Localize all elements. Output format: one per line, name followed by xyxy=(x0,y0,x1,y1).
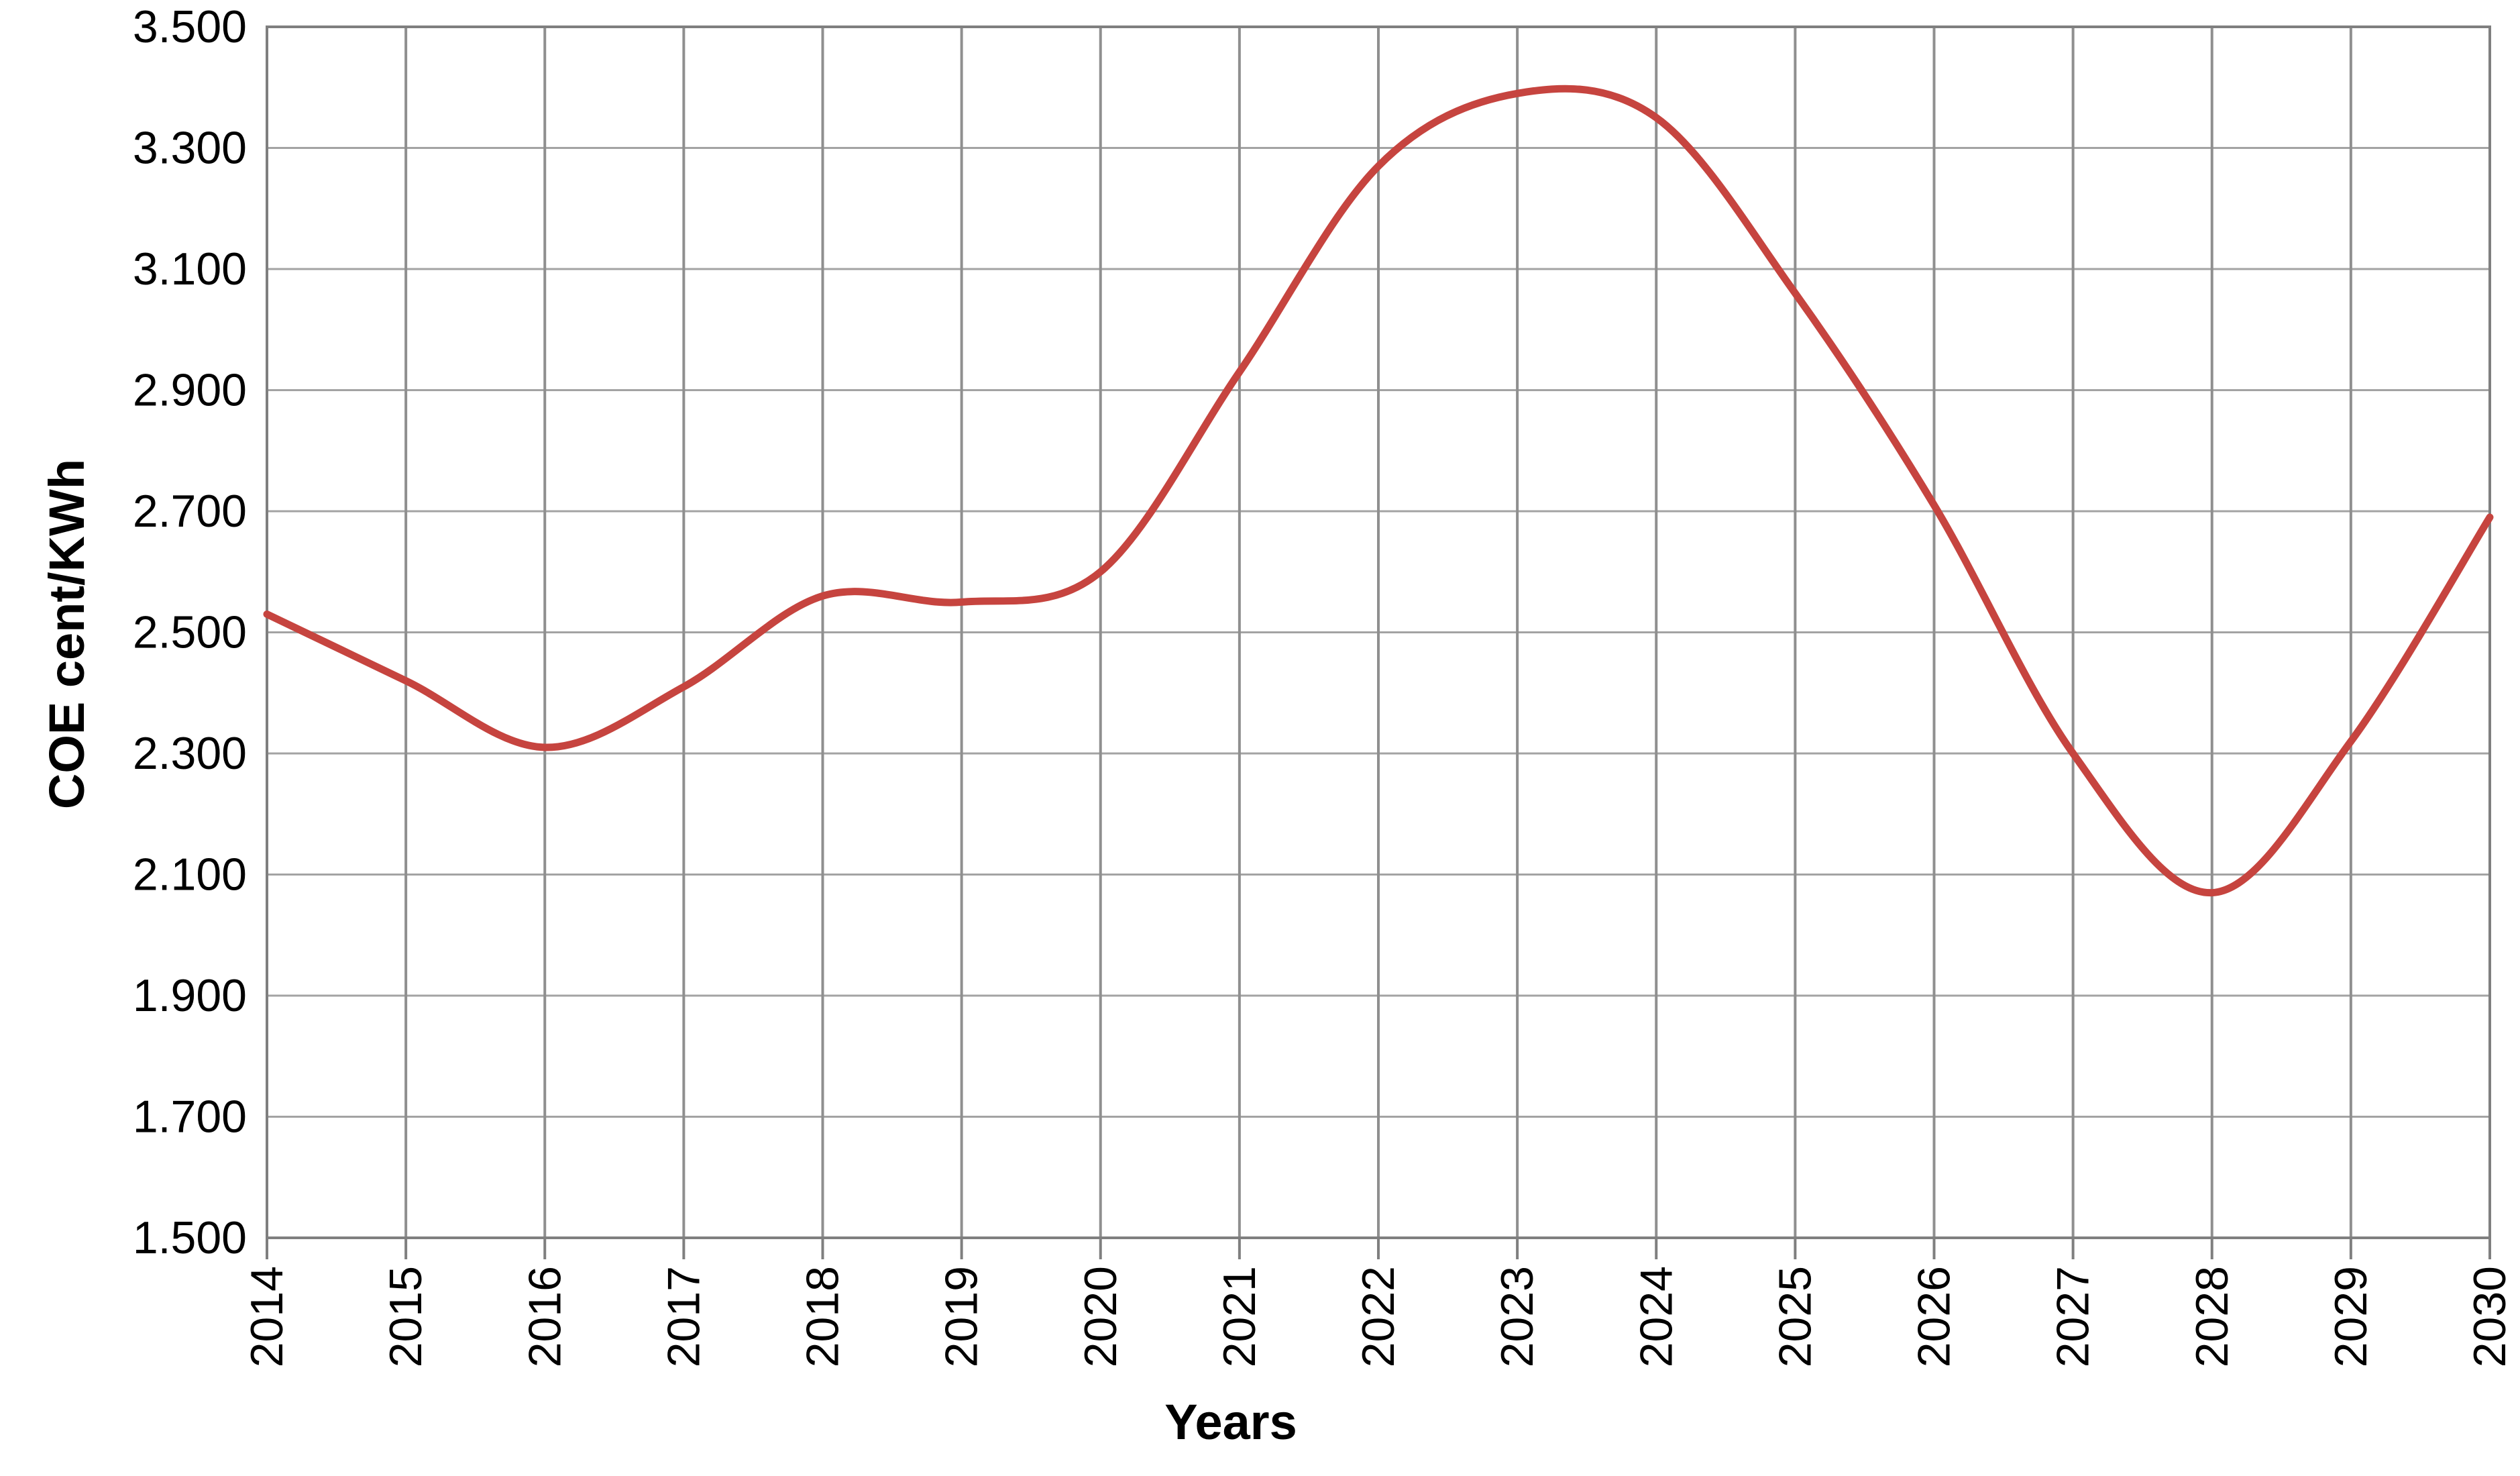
x-tick-label: 2019 xyxy=(936,1266,987,1367)
axis-tick-labels: 1.500 1.700 1.900 2.100 2.300 2.500 2.700 2.900… xyxy=(133,1,2515,1367)
x-tick-label: 2024 xyxy=(1631,1266,1682,1367)
x-axis-tick-marks xyxy=(266,1238,2491,1259)
y-tick-label: 2.700 xyxy=(133,486,247,537)
x-axis-title: Years xyxy=(1164,1394,1297,1450)
plot-border xyxy=(266,25,2491,1239)
x-tick-label: 2026 xyxy=(1909,1266,1960,1367)
series-line-coe xyxy=(263,85,2494,897)
x-tick-label: 2023 xyxy=(1492,1266,1543,1367)
x-tick-label: 2016 xyxy=(519,1266,570,1367)
x-tick-label: 2028 xyxy=(2187,1266,2238,1367)
y-tick-label: 1.500 xyxy=(133,1212,247,1263)
y-tick-label: 2.300 xyxy=(133,728,247,779)
y-tick-label: 2.900 xyxy=(133,365,247,416)
y-axis-title: COE cent/KWh xyxy=(39,458,95,810)
x-tick-label: 2022 xyxy=(1353,1266,1404,1367)
y-tick-label: 2.500 xyxy=(133,607,247,658)
x-tick-label: 2020 xyxy=(1075,1266,1126,1367)
x-tick-label: 2025 xyxy=(1769,1266,1820,1367)
x-tick-label: 2029 xyxy=(2325,1266,2376,1367)
y-tick-label: 1.700 xyxy=(133,1092,247,1143)
x-tick-label: 2018 xyxy=(798,1266,848,1367)
y-tick-label: 3.300 xyxy=(133,123,247,174)
x-tick-label: 2027 xyxy=(2048,1266,2099,1367)
y-tick-label: 2.100 xyxy=(133,849,247,900)
x-tick-label: 2021 xyxy=(1214,1266,1265,1367)
x-tick-label: 2014 xyxy=(241,1266,292,1367)
y-tick-label: 3.500 xyxy=(133,1,247,52)
y-tick-label: 3.100 xyxy=(133,244,247,295)
x-tick-label: 2030 xyxy=(2464,1266,2515,1367)
x-tick-label: 2015 xyxy=(380,1266,431,1367)
y-tick-label: 1.900 xyxy=(133,970,247,1021)
x-tick-label: 2017 xyxy=(658,1266,709,1367)
